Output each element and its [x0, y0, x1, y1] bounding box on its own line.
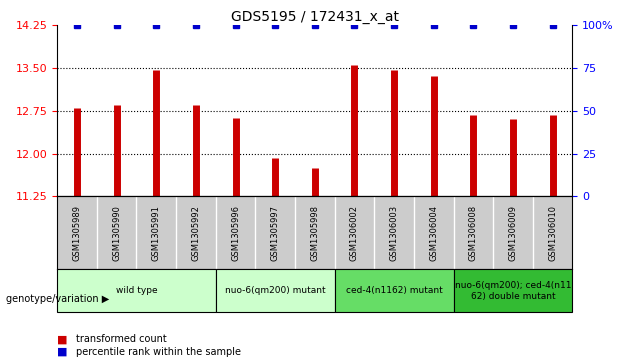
- Text: GSM1306009: GSM1306009: [508, 205, 518, 261]
- Text: GSM1306004: GSM1306004: [429, 205, 438, 261]
- Text: ■: ■: [57, 334, 68, 344]
- Bar: [216, 269, 335, 312]
- Text: GSM1306003: GSM1306003: [390, 205, 399, 261]
- Text: ■: ■: [57, 347, 68, 357]
- Text: GSM1305992: GSM1305992: [191, 205, 200, 261]
- Text: ced-4(n1162) mutant: ced-4(n1162) mutant: [346, 286, 443, 295]
- Text: nuo-6(qm200); ced-4(n11
62) double mutant: nuo-6(qm200); ced-4(n11 62) double mutan…: [455, 281, 571, 301]
- Bar: [453, 269, 572, 312]
- Text: GSM1305998: GSM1305998: [310, 205, 319, 261]
- Text: transformed count: transformed count: [76, 334, 167, 344]
- Text: GSM1306008: GSM1306008: [469, 205, 478, 261]
- Text: GSM1305990: GSM1305990: [112, 205, 121, 261]
- Text: GSM1305991: GSM1305991: [152, 205, 161, 261]
- Text: nuo-6(qm200) mutant: nuo-6(qm200) mutant: [225, 286, 326, 295]
- Text: GSM1305997: GSM1305997: [271, 205, 280, 261]
- Text: GSM1306010: GSM1306010: [548, 205, 557, 261]
- Title: GDS5195 / 172431_x_at: GDS5195 / 172431_x_at: [231, 11, 399, 24]
- Bar: [57, 269, 216, 312]
- Text: GSM1305996: GSM1305996: [231, 205, 240, 261]
- Bar: [335, 269, 453, 312]
- Text: wild type: wild type: [116, 286, 157, 295]
- Text: genotype/variation ▶: genotype/variation ▶: [6, 294, 109, 305]
- Text: GSM1305989: GSM1305989: [73, 205, 81, 261]
- Text: percentile rank within the sample: percentile rank within the sample: [76, 347, 241, 357]
- Text: GSM1306002: GSM1306002: [350, 205, 359, 261]
